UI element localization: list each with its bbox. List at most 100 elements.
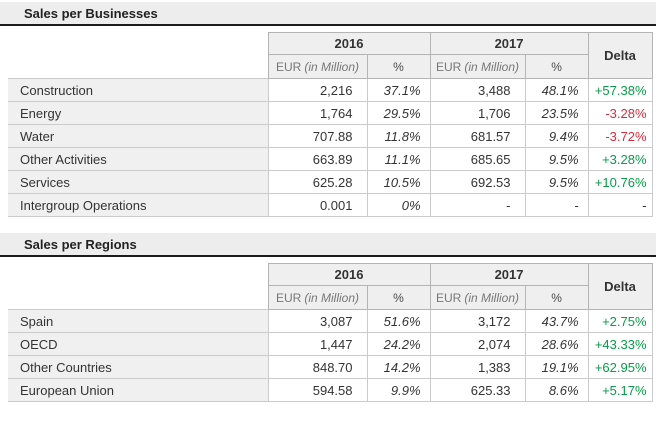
year-2016-header: 2016 [267,32,431,55]
eur-label: EUR [436,290,462,305]
cell-eur-2016: 3,087 [267,309,368,333]
eur-label: EUR [275,59,302,74]
cell-delta: +2.75% [587,309,653,333]
eur-label: EUR [275,290,302,305]
cell-pct-2016: 29.5% [366,101,431,125]
cell-delta: - [587,193,653,217]
year-2016-header: 2016 [267,263,431,286]
pct-2017-header: % [524,54,589,79]
blank-corner-cell [8,32,268,55]
cell-pct-2017: 48.1% [524,78,589,102]
eur-unit-label: (in Million) [464,59,520,74]
eur-unit-label: (in Million) [304,59,360,74]
sales-per-businesses-table: 2016 2017 Delta EUR (in Million) % EUR (in… [8,32,653,217]
cell-delta: +43.33% [587,332,653,356]
cell-eur-2016: 625.28 [267,170,368,194]
row-label: European Union [8,378,269,402]
section-title: Sales per Businesses [0,2,656,26]
cell-eur-2017: 3,172 [429,309,526,333]
cell-eur-2017: 625.33 [429,378,526,402]
cell-eur-2017: 681.57 [429,124,526,148]
cell-delta: +3.28% [587,147,653,171]
table-row: Other Countries 848.70 14.2% 1,383 19.1% +62.… [8,355,653,379]
table-row: Construction 2,216 37.1% 3,488 48.1% +57.38% [8,78,653,102]
cell-eur-2016: 0.001 [267,193,368,217]
year-2017-header: 2017 [429,32,589,55]
cell-delta: +57.38% [587,78,653,102]
pct-2016-header: % [366,54,431,79]
cell-pct-2017: 23.5% [524,101,589,125]
cell-eur-2016: 2,216 [267,78,368,102]
table-row: Services 625.28 10.5% 692.53 9.5% +10.76% [8,170,653,194]
cell-eur-2016: 707.88 [267,124,368,148]
cell-pct-2016: 14.2% [366,355,431,379]
row-label: Intergroup Operations [8,193,269,217]
pct-2016-header: % [366,285,431,310]
cell-eur-2017: 3,488 [429,78,526,102]
cell-pct-2017: 28.6% [524,332,589,356]
eur-2017-header: EUR (in Million) [429,285,526,310]
cell-pct-2017: 9.4% [524,124,589,148]
cell-pct-2017: 19.1% [524,355,589,379]
section-title: Sales per Regions [0,233,656,257]
unit-header-row: EUR (in Million) % EUR (in Million) % [8,54,652,79]
cell-pct-2017: 9.5% [524,147,589,171]
row-label: Services [8,170,269,194]
cell-eur-2017: 1,706 [429,101,526,125]
blank-corner-cell [8,54,268,79]
eur-2017-header: EUR (in Million) [429,54,526,79]
blank-corner-cell [8,263,268,286]
cell-eur-2017: 1,383 [429,355,526,379]
row-label: OECD [8,332,269,356]
eur-2016-header: EUR (in Million) [267,285,368,310]
blank-corner-cell [8,285,268,310]
row-label: Other Countries [8,355,269,379]
cell-pct-2017: 8.6% [524,378,589,402]
cell-eur-2017: 2,074 [429,332,526,356]
eur-unit-label: (in Million) [464,290,520,305]
cell-delta: +62.95% [587,355,653,379]
row-label: Water [8,124,269,148]
cell-eur-2017: 685.65 [429,147,526,171]
table-row: Water 707.88 11.8% 681.57 9.4% -3.72% [8,124,653,148]
section-sales-per-regions: Sales per Regions 2016 2017 Delta EUR (in… [0,233,656,402]
table-row: Energy 1,764 29.5% 1,706 23.5% -3.28% [8,101,653,125]
cell-eur-2016: 848.70 [267,355,368,379]
pct-2017-header: % [524,285,589,310]
cell-pct-2016: 51.6% [366,309,431,333]
cell-delta: +5.17% [587,378,653,402]
cell-eur-2017: - [429,193,526,217]
sales-per-regions-table: 2016 2017 Delta EUR (in Million) % EUR (in… [8,263,653,402]
eur-unit-label: (in Million) [304,290,360,305]
eur-2016-header: EUR (in Million) [267,54,368,79]
cell-eur-2017: 692.53 [429,170,526,194]
cell-pct-2017: 43.7% [524,309,589,333]
cell-pct-2016: 24.2% [366,332,431,356]
cell-pct-2016: 11.1% [366,147,431,171]
row-label: Spain [8,309,269,333]
delta-header: Delta [587,263,653,310]
unit-header-row: EUR (in Million) % EUR (in Million) % [8,285,652,310]
cell-delta: -3.72% [587,124,653,148]
cell-pct-2016: 0% [366,193,431,217]
cell-pct-2016: 11.8% [366,124,431,148]
year-header-row: 2016 2017 Delta [8,32,653,79]
cell-pct-2016: 9.9% [366,378,431,402]
table-row: OECD 1,447 24.2% 2,074 28.6% +43.33% [8,332,653,356]
table-row: Other Activities 663.89 11.1% 685.65 9.5% +3.… [8,147,653,171]
cell-eur-2016: 663.89 [267,147,368,171]
table-row: European Union 594.58 9.9% 625.33 8.6% +5.17% [8,378,653,402]
cell-pct-2017: - [524,193,589,217]
section-sales-per-businesses: Sales per Businesses 2016 2017 Delta EUR… [0,2,656,217]
year-2017-header: 2017 [429,263,589,286]
cell-pct-2016: 37.1% [366,78,431,102]
cell-pct-2016: 10.5% [366,170,431,194]
table-row: Intergroup Operations 0.001 0% - - - [8,193,653,217]
row-label: Other Activities [8,147,269,171]
row-label: Energy [8,101,269,125]
year-header-row: 2016 2017 Delta [8,263,653,310]
cell-delta: +10.76% [587,170,653,194]
eur-label: EUR [436,59,462,74]
cell-eur-2016: 1,447 [267,332,368,356]
cell-delta: -3.28% [587,101,653,125]
